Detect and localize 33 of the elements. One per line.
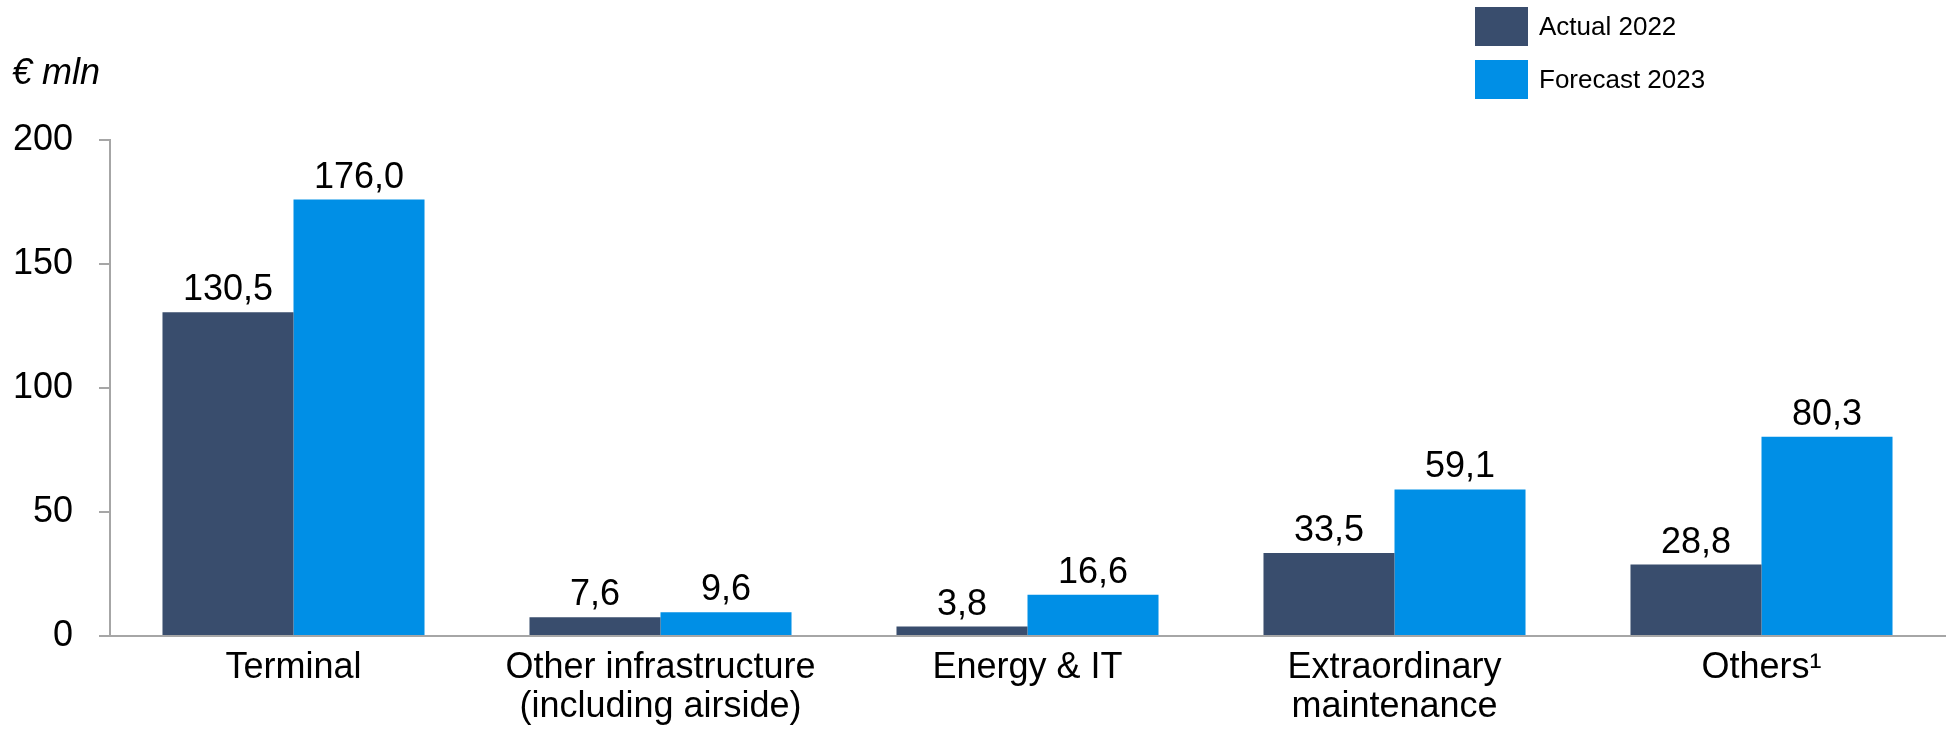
y-tick-label: 200 [12, 116, 73, 158]
data-label: 176,0 [313, 154, 405, 196]
bar [1027, 594, 1159, 635]
data-label: 16,6 [1057, 549, 1129, 591]
bar [1761, 436, 1893, 635]
bar [660, 612, 792, 635]
y-tick-label: 150 [12, 240, 73, 282]
y-axis-title: € mln [12, 51, 101, 92]
data-label: 9,6 [700, 567, 752, 609]
bar [529, 617, 661, 635]
data-label: 80,3 [1791, 391, 1863, 433]
legend-label: Actual 2022 [1539, 11, 1677, 42]
data-label: 28,8 [1660, 519, 1732, 561]
y-tick-label: 50 [32, 488, 73, 530]
bar [293, 199, 425, 635]
bar [896, 626, 1028, 635]
data-label: 59,1 [1424, 444, 1496, 486]
bar [1263, 552, 1395, 635]
x-tick-label: Other infrastructure (including airside) [505, 644, 816, 726]
data-label: 3,8 [936, 581, 988, 623]
x-tick-label: Others¹ [1701, 644, 1822, 686]
data-label: 130,5 [182, 267, 274, 309]
legend-label: Forecast 2023 [1539, 64, 1706, 95]
bar [162, 312, 294, 635]
data-label: 33,5 [1293, 507, 1365, 549]
y-tick-label: 0 [52, 612, 73, 654]
bar [1394, 489, 1526, 635]
x-tick-label: Terminal [225, 644, 362, 686]
x-tick-label: Extraordinary maintenance [1287, 644, 1502, 726]
y-tick-label: 100 [12, 364, 73, 406]
x-tick-label: Energy & IT [932, 644, 1123, 686]
bar [1630, 564, 1762, 635]
data-label: 7,6 [569, 572, 621, 614]
